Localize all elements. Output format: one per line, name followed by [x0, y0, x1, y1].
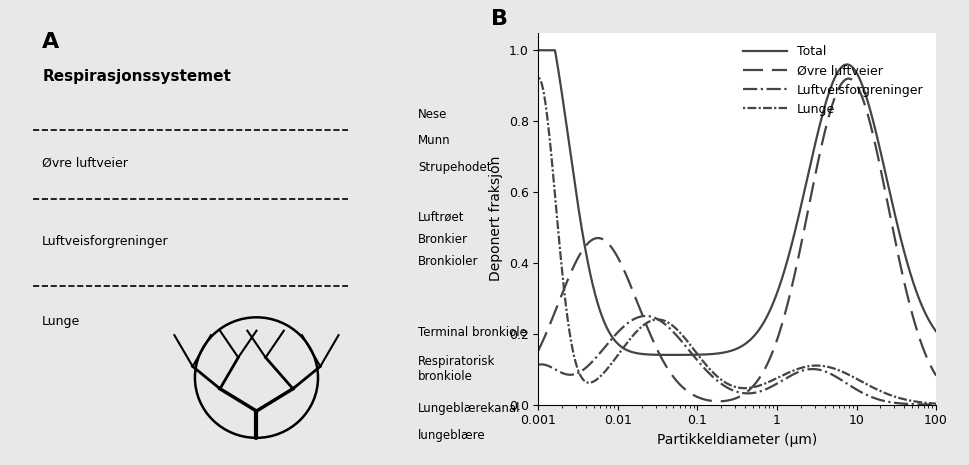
- Lunge: [929, 401, 941, 406]
- Øvre luftveier: [532, 348, 544, 353]
- Lunge: [702, 365, 713, 370]
- Luftveisforgreninger: [601, 341, 612, 347]
- Total: [879, 171, 891, 176]
- Luftveisforgreninger: [879, 399, 891, 404]
- Text: Respirasjonssystemet: Respirasjonssystemet: [43, 69, 231, 84]
- Øvre luftveier: [684, 391, 696, 396]
- Total: [702, 352, 713, 357]
- Total: [578, 237, 589, 243]
- Lunge: [601, 366, 612, 372]
- Text: lungeblære: lungeblære: [418, 429, 485, 442]
- Total: [922, 316, 933, 322]
- Total: [667, 352, 678, 358]
- Total: [601, 326, 612, 332]
- X-axis label: Partikkeldiameter (μm): Partikkeldiameter (μm): [656, 433, 817, 447]
- Text: Respiratorisk
bronkiole: Respiratorisk bronkiole: [418, 355, 495, 383]
- Luftveisforgreninger: [922, 402, 933, 407]
- Lunge: [879, 391, 891, 396]
- Øvre luftveier: [842, 76, 854, 81]
- Øvre luftveier: [712, 399, 724, 404]
- Text: Luftrøet: Luftrøet: [418, 210, 464, 223]
- Text: Bronkier: Bronkier: [418, 232, 468, 246]
- Text: Munn: Munn: [418, 134, 451, 147]
- Text: Bronkioler: Bronkioler: [418, 255, 479, 268]
- Øvre luftveier: [578, 246, 589, 251]
- Legend: Total, Øvre luftveier, Luftveisforgreninger, Lunge: Total, Øvre luftveier, Luftveisforgrenin…: [736, 39, 929, 122]
- Luftveisforgreninger: [532, 362, 544, 367]
- Line: Øvre luftveier: Øvre luftveier: [538, 79, 935, 401]
- Text: Lunge: Lunge: [43, 315, 80, 328]
- Line: Lunge: Lunge: [538, 78, 935, 404]
- Lunge: [684, 343, 696, 348]
- Total: [532, 47, 544, 53]
- Luftveisforgreninger: [929, 402, 941, 407]
- Øvre luftveier: [879, 191, 891, 196]
- Lunge: [922, 400, 933, 406]
- Line: Luftveisforgreninger: Luftveisforgreninger: [538, 316, 935, 405]
- Y-axis label: Deponert fraksjon: Deponert fraksjon: [488, 156, 503, 281]
- Text: Luftveisforgreninger: Luftveisforgreninger: [43, 235, 169, 248]
- Øvre luftveier: [922, 359, 933, 364]
- Text: B: B: [490, 9, 507, 29]
- Lunge: [578, 378, 589, 383]
- Luftveisforgreninger: [640, 313, 651, 319]
- Text: Lungeblærekanal: Lungeblærekanal: [418, 402, 520, 415]
- Line: Total: Total: [538, 50, 935, 355]
- Text: Øvre luftveier: Øvre luftveier: [43, 157, 128, 170]
- Total: [929, 328, 941, 334]
- Øvre luftveier: [929, 373, 941, 379]
- Øvre luftveier: [601, 240, 612, 246]
- Lunge: [532, 75, 544, 81]
- Total: [684, 352, 696, 358]
- Text: Strupehodet: Strupehodet: [418, 161, 491, 174]
- Text: Terminal bronkiole: Terminal bronkiole: [418, 326, 526, 339]
- Text: A: A: [43, 32, 59, 52]
- Luftveisforgreninger: [684, 350, 696, 355]
- Luftveisforgreninger: [702, 370, 713, 375]
- Luftveisforgreninger: [578, 367, 589, 372]
- Øvre luftveier: [702, 398, 713, 403]
- Text: Nese: Nese: [418, 108, 448, 121]
